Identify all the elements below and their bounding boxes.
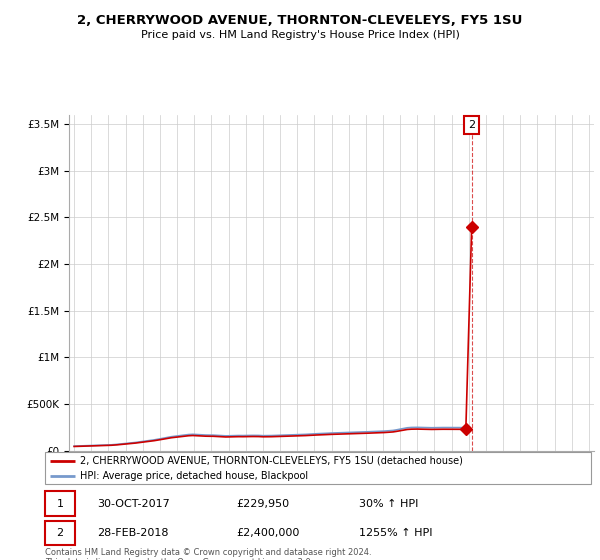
Text: HPI: Average price, detached house, Blackpool: HPI: Average price, detached house, Blac… xyxy=(80,470,308,480)
Text: 2: 2 xyxy=(468,120,475,130)
Text: 1255% ↑ HPI: 1255% ↑ HPI xyxy=(359,528,433,538)
Text: £2,400,000: £2,400,000 xyxy=(236,528,299,538)
Text: Contains HM Land Registry data © Crown copyright and database right 2024.
This d: Contains HM Land Registry data © Crown c… xyxy=(45,548,371,560)
Text: 1: 1 xyxy=(56,498,64,508)
Text: 2, CHERRYWOOD AVENUE, THORNTON-CLEVELEYS, FY5 1SU: 2, CHERRYWOOD AVENUE, THORNTON-CLEVELEYS… xyxy=(77,14,523,27)
Text: 2: 2 xyxy=(56,528,64,538)
Text: 28-FEB-2018: 28-FEB-2018 xyxy=(97,528,169,538)
Text: Price paid vs. HM Land Registry's House Price Index (HPI): Price paid vs. HM Land Registry's House … xyxy=(140,30,460,40)
Text: 30-OCT-2017: 30-OCT-2017 xyxy=(97,498,170,508)
FancyBboxPatch shape xyxy=(45,491,75,516)
Text: 30% ↑ HPI: 30% ↑ HPI xyxy=(359,498,418,508)
Text: 2, CHERRYWOOD AVENUE, THORNTON-CLEVELEYS, FY5 1SU (detached house): 2, CHERRYWOOD AVENUE, THORNTON-CLEVELEYS… xyxy=(80,456,463,466)
FancyBboxPatch shape xyxy=(45,521,75,545)
Text: £229,950: £229,950 xyxy=(236,498,289,508)
